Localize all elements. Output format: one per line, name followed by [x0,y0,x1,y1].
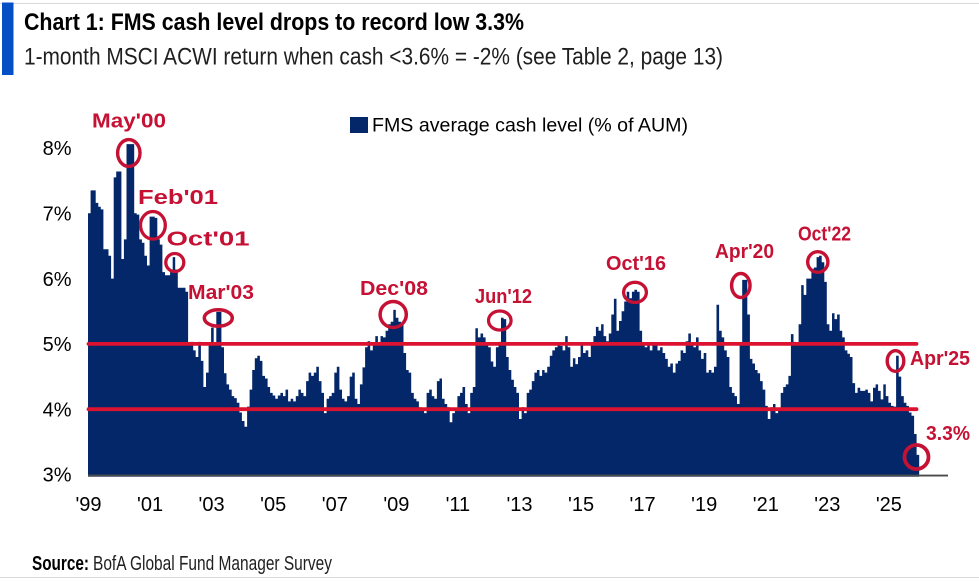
svg-text:Oct'22: Oct'22 [798,224,851,246]
svg-text:Oct'01: Oct'01 [167,229,250,251]
svg-text:'19: '19 [691,494,717,516]
svg-text:'01: '01 [137,494,163,516]
svg-text:'15: '15 [568,494,594,516]
svg-text:Apr'25: Apr'25 [910,348,970,370]
svg-text:'13: '13 [506,494,532,516]
svg-text:'21: '21 [753,494,779,516]
svg-text:1-month MSCI ACWI return when: 1-month MSCI ACWI return when cash <3.6%… [24,44,723,71]
svg-text:8%: 8% [43,138,72,160]
svg-text:Apr'20: Apr'20 [715,241,774,263]
svg-text:Mar'03: Mar'03 [188,282,254,304]
svg-text:FMS average cash level (% of A: FMS average cash level (% of AUM) [372,115,688,137]
svg-text:'17: '17 [630,494,656,516]
svg-text:3.3%: 3.3% [926,423,970,445]
svg-text:BofA Global Fund Manager Surve: BofA Global Fund Manager Survey [93,553,332,575]
svg-text:7%: 7% [43,204,72,226]
svg-text:'11: '11 [446,494,471,516]
svg-text:4%: 4% [43,399,72,421]
svg-text:'09: '09 [383,494,409,516]
svg-text:'99: '99 [75,494,101,516]
svg-text:Chart 1: FMS cash level drops: Chart 1: FMS cash level drops to record … [24,9,524,36]
svg-text:'03: '03 [199,494,225,516]
svg-text:6%: 6% [43,269,72,291]
svg-text:May'00: May'00 [92,111,166,133]
svg-text:Jun'12: Jun'12 [475,286,532,308]
svg-text:'05: '05 [260,494,286,516]
svg-text:'25: '25 [876,494,902,516]
svg-text:'07: '07 [322,494,348,516]
svg-text:5%: 5% [43,334,72,356]
svg-text:'23: '23 [814,494,840,516]
svg-text:3%: 3% [43,465,72,487]
svg-text:Source:: Source: [32,553,89,575]
svg-text:Oct'16: Oct'16 [606,253,666,275]
svg-text:Feb'01: Feb'01 [138,187,218,209]
svg-text:Dec'08: Dec'08 [360,278,428,300]
